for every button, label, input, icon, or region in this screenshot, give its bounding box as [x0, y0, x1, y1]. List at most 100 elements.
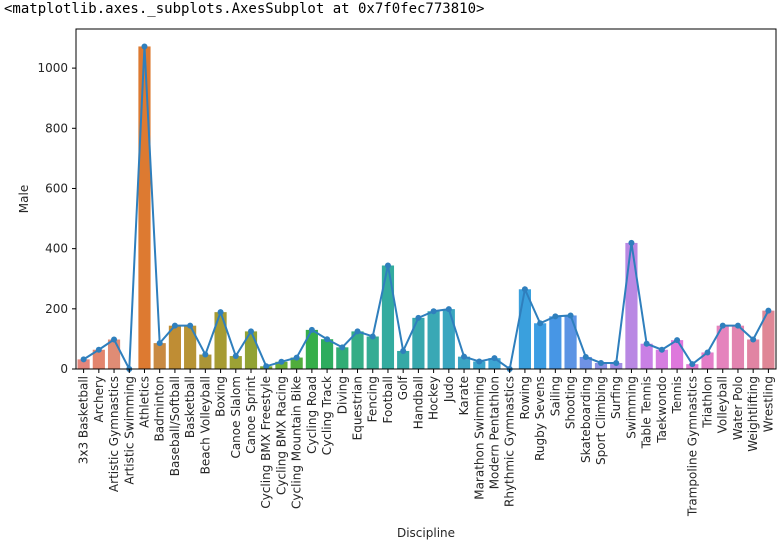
x-tick-label: Taekwondo	[655, 376, 669, 444]
bar	[275, 361, 288, 369]
bar	[138, 46, 151, 370]
x-tick-label: Water Polo	[731, 376, 745, 440]
x-tick-label: Handball	[411, 376, 425, 429]
line-point	[232, 353, 239, 360]
x-tick-label: Football	[381, 376, 395, 424]
bar	[214, 312, 227, 369]
x-tick-label: Wrestling	[761, 376, 775, 432]
bar	[716, 325, 729, 369]
line-point	[491, 355, 498, 362]
line-point	[552, 313, 559, 320]
bar	[762, 310, 775, 369]
y-tick-label: 600	[45, 181, 68, 195]
y-tick-label: 200	[45, 302, 68, 316]
y-tick-label: 800	[45, 121, 68, 135]
series-line	[83, 46, 770, 373]
x-tick-label: Badminton	[153, 376, 167, 441]
x-tick-label: Karate	[457, 376, 471, 415]
bar	[229, 356, 242, 369]
line-point	[704, 349, 711, 356]
x-tick-label: Canoe Sprint	[244, 376, 258, 454]
line-point	[415, 314, 422, 321]
bar	[594, 362, 608, 369]
bar	[701, 352, 714, 369]
line-point	[171, 322, 178, 329]
line-point	[187, 322, 194, 329]
x-tick-label: Sailing	[548, 376, 562, 416]
x-tick-label: Beach Volleyball	[198, 376, 212, 474]
line-point	[445, 306, 452, 313]
bar	[107, 339, 121, 369]
bar	[412, 317, 425, 369]
line-point	[339, 344, 346, 351]
x-tick-label: Canoe Slalom	[229, 376, 243, 459]
line-overlay-group	[80, 43, 772, 373]
bar	[488, 358, 501, 369]
line-point	[369, 333, 376, 340]
bar	[366, 336, 379, 369]
bar	[655, 349, 668, 369]
x-tick-label: Hockey	[427, 376, 441, 420]
axes-frame	[75, 28, 777, 370]
line-point	[400, 347, 407, 354]
bar	[549, 316, 562, 369]
line-point	[719, 322, 726, 329]
x-tick-label: Fencing	[366, 376, 380, 422]
line-point	[324, 336, 331, 343]
x-tick-label: Cycling BMX Freestyle	[259, 376, 273, 509]
x-tick-label: Boxing	[214, 376, 228, 417]
y-tick-label: 0	[60, 362, 68, 376]
bar	[610, 362, 623, 369]
x-tick-label: Rugby Sevens	[533, 376, 547, 461]
line-point	[567, 312, 574, 319]
line-point	[217, 309, 224, 316]
x-tick-label: Cycling BMX Racing	[274, 376, 288, 495]
line-point	[384, 262, 391, 269]
line-point	[765, 307, 772, 314]
x-tick-label: Basketball	[183, 376, 197, 438]
line-point	[461, 353, 468, 360]
line-point	[308, 326, 315, 333]
bar	[305, 329, 318, 369]
line-point	[293, 354, 300, 361]
line-point	[613, 359, 620, 366]
x-axis-title: Discipline	[397, 526, 455, 540]
bar	[427, 311, 440, 369]
cell-output-repr: <matplotlib.axes._subplots.AxesSubplot a…	[4, 1, 485, 17]
line-point	[80, 356, 87, 363]
x-tick-label: Sport Climbing	[594, 376, 608, 465]
bar	[671, 340, 684, 369]
bar	[579, 356, 592, 369]
line-point	[278, 358, 285, 365]
y-tick-label: 1000	[37, 61, 68, 75]
line-point	[202, 351, 209, 358]
x-tick-label: Cycling Road	[305, 376, 319, 454]
bar	[747, 339, 760, 369]
x-tick-label: Baseball/Softball	[168, 376, 182, 476]
x-tick-label: Skateboarding	[579, 376, 593, 463]
x-tick-label: Equestrian	[351, 376, 365, 440]
y-axis-ticks: 0 200 400 600 800 1000	[37, 61, 76, 376]
bar	[564, 315, 577, 369]
x-tick-label: Trampoline Gymnastics	[685, 376, 699, 517]
line-point	[598, 359, 604, 366]
line-point	[263, 363, 270, 370]
bar	[153, 343, 166, 369]
x-tick-label: Archery	[92, 376, 106, 423]
x-tick-label: Table Tennis	[640, 376, 654, 449]
bar	[381, 265, 395, 369]
x-axis-ticks: 3x3 Basketball Archery Artistic Gymnastics…	[77, 369, 775, 517]
bar	[351, 331, 364, 369]
x-tick-label: Rowing	[518, 376, 532, 420]
bars-group	[77, 46, 775, 370]
x-tick-label: Marathon Swimming	[472, 376, 486, 500]
line-point	[521, 286, 528, 293]
line-point	[156, 340, 163, 347]
bar	[442, 309, 455, 369]
bar	[457, 356, 471, 369]
line-point	[248, 328, 254, 335]
bar	[92, 349, 105, 369]
line-point	[582, 353, 589, 360]
bar	[534, 323, 547, 369]
